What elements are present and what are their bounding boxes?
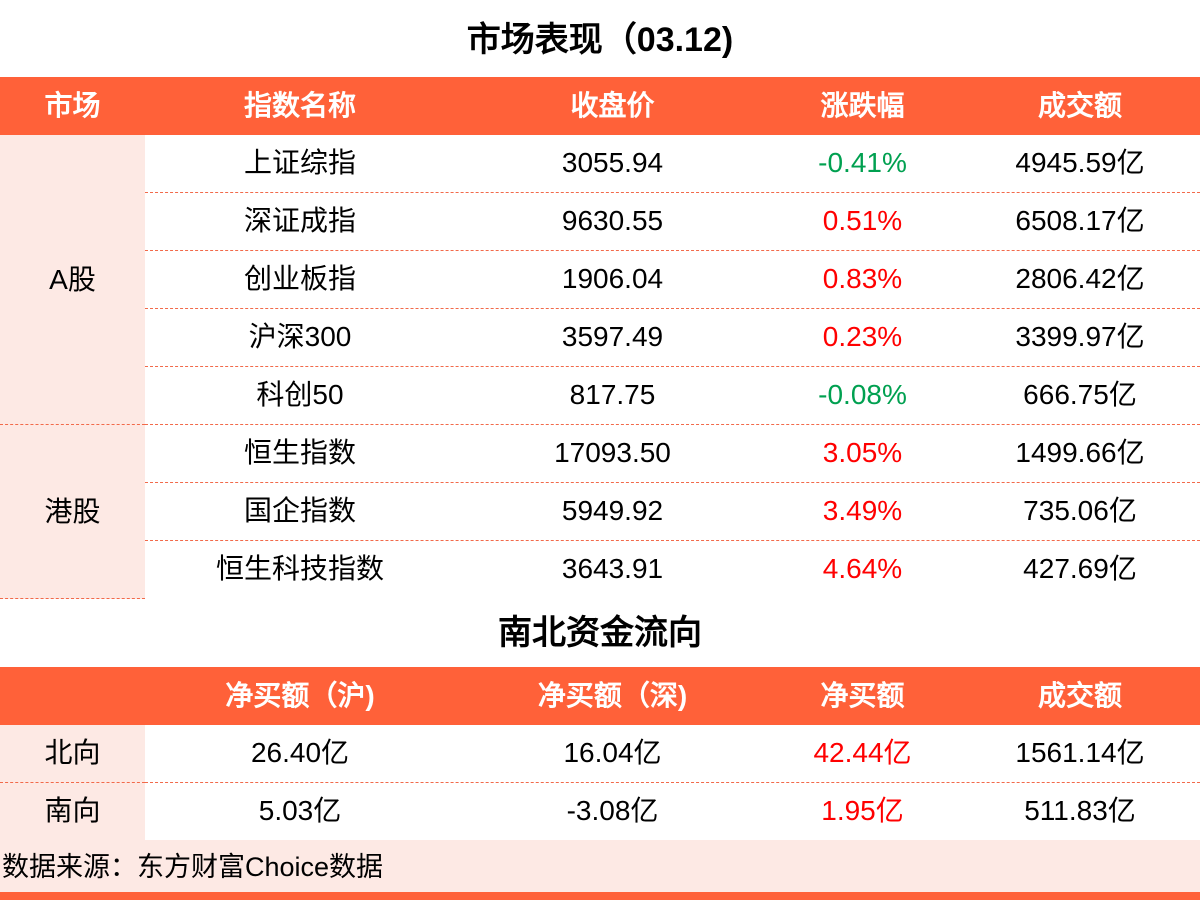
close-price: 1906.04 <box>561 263 664 294</box>
flow-label-south: 南向 <box>0 783 145 841</box>
volume: 1561.14亿 <box>1015 737 1145 768</box>
change-pct: 4.64% <box>822 553 903 584</box>
table-row: 恒生科技指数 3643.91 4.64% 427.69亿 <box>145 541 1200 599</box>
change-pct: 0.51% <box>822 205 903 236</box>
volume: 4945.59亿 <box>1015 147 1145 178</box>
table-row: 深证成指 9630.55 0.51% 6508.17亿 <box>145 193 1200 251</box>
volume: 6508.17亿 <box>1015 205 1145 236</box>
flow-table-title: 南北资金流向 <box>498 614 702 652</box>
change-pct: 3.49% <box>822 495 903 526</box>
volume: 427.69亿 <box>1023 553 1137 584</box>
header-index-name: 指数名称 <box>243 90 356 121</box>
close-price: 3597.49 <box>561 321 664 352</box>
change-pct: 0.23% <box>822 321 903 352</box>
volume: 735.06亿 <box>1023 495 1137 526</box>
index-name: 深证成指 <box>243 205 356 236</box>
header-net-buy: 净买额 <box>820 680 905 711</box>
index-name: 科创50 <box>256 379 344 410</box>
close-price: 5949.92 <box>561 495 664 526</box>
index-name: 上证综指 <box>243 147 356 178</box>
index-name: 恒生科技指数 <box>215 553 384 584</box>
table-row: 恒生指数 17093.50 3.05% 1499.66亿 <box>145 425 1200 483</box>
market-table-title: 市场表现（03.12) <box>466 21 734 59</box>
flow-label-north: 北向 <box>0 725 145 783</box>
index-name: 沪深300 <box>248 321 352 352</box>
net-buy-sh: 26.40亿 <box>250 737 350 768</box>
table-row: 上证综指 3055.94 -0.41% 4945.59亿 <box>145 135 1200 193</box>
table-row: 国企指数 5949.92 3.49% 735.06亿 <box>145 483 1200 541</box>
volume: 2806.42亿 <box>1015 263 1145 294</box>
net-buy: 1.95亿 <box>821 795 904 826</box>
header-close: 收盘价 <box>570 90 655 121</box>
bottom-accent-bar <box>0 892 1200 900</box>
close-price: 3055.94 <box>561 147 664 178</box>
flow-table-header: 净买额（沪) 净买额（深) 净买额 成交额 <box>0 667 1200 725</box>
close-price: 817.75 <box>569 379 656 410</box>
net-buy: 42.44亿 <box>813 737 912 768</box>
volume: 666.75亿 <box>1023 379 1137 410</box>
header-market: 市场 <box>44 90 101 121</box>
data-source-note: 数据来源：东方财富Choice数据 <box>0 840 1200 892</box>
header-net-buy-sh: 净买额（沪) <box>225 680 375 711</box>
header-volume: 成交额 <box>1037 680 1122 711</box>
table-row: 沪深300 3597.49 0.23% 3399.97亿 <box>145 309 1200 367</box>
header-change: 涨跌幅 <box>820 90 905 121</box>
header-volume: 成交额 <box>1037 90 1122 121</box>
close-price: 17093.50 <box>554 437 671 468</box>
change-pct: 0.83% <box>822 263 903 294</box>
market-table-header: 市场 指数名称 收盘价 涨跌幅 成交额 <box>0 77 1200 135</box>
table-row: 创业板指 1906.04 0.83% 2806.42亿 <box>145 251 1200 309</box>
change-pct: -0.08% <box>818 379 907 410</box>
net-buy-sz: 16.04亿 <box>563 737 662 768</box>
volume: 511.83亿 <box>1024 795 1136 826</box>
volume: 3399.97亿 <box>1015 321 1145 352</box>
close-price: 9630.55 <box>561 205 664 236</box>
net-buy-sz: -3.08亿 <box>566 795 659 826</box>
header-net-buy-sz: 净买额（深) <box>537 680 688 711</box>
market-cell-a-share: A股 <box>0 135 145 425</box>
change-pct: 3.05% <box>822 437 903 468</box>
volume: 1499.66亿 <box>1015 437 1145 468</box>
close-price: 3643.91 <box>561 553 664 584</box>
market-cell-hk: 港股 <box>0 425 145 599</box>
net-buy-sh: 5.03亿 <box>258 795 342 826</box>
table-row: 科创50 817.75 -0.08% 666.75亿 <box>145 367 1200 425</box>
index-name: 恒生指数 <box>243 437 356 468</box>
table-row: 26.40亿 16.04亿 42.44亿 1561.14亿 <box>145 725 1200 783</box>
index-name: 国企指数 <box>243 495 356 526</box>
index-name: 创业板指 <box>243 263 356 294</box>
change-pct: -0.41% <box>818 147 907 178</box>
table-row: 5.03亿 -3.08亿 1.95亿 511.83亿 <box>145 783 1200 841</box>
